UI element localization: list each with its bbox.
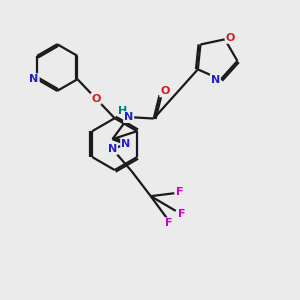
Text: H: H: [118, 106, 127, 116]
Text: O: O: [226, 33, 235, 43]
Text: N: N: [108, 144, 117, 154]
Text: N: N: [121, 139, 130, 149]
Text: N: N: [211, 74, 220, 85]
Text: F: F: [165, 218, 172, 228]
Text: N: N: [29, 74, 39, 84]
Text: N: N: [124, 112, 133, 122]
Text: O: O: [92, 94, 101, 104]
Text: O: O: [160, 86, 170, 97]
Text: F: F: [176, 187, 184, 197]
Text: F: F: [178, 209, 186, 219]
